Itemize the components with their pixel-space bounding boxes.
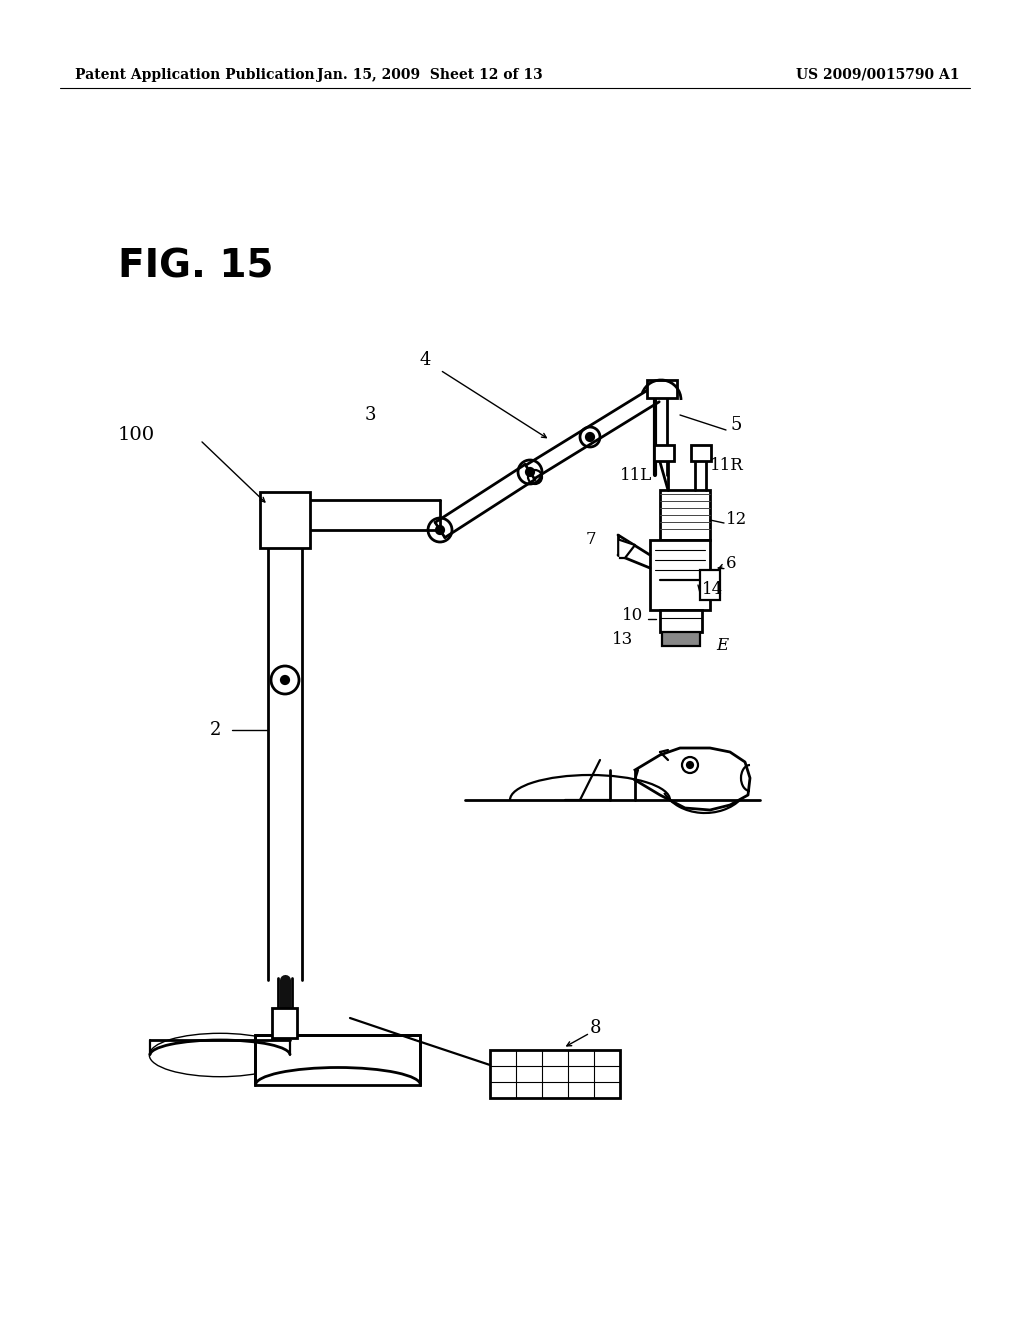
Bar <box>660 610 702 632</box>
Bar <box>255 1035 420 1085</box>
Text: 12: 12 <box>726 511 748 528</box>
Text: Patent Application Publication: Patent Application Publication <box>75 69 314 82</box>
Text: 8: 8 <box>590 1019 601 1038</box>
Ellipse shape <box>150 1034 290 1076</box>
Text: 6: 6 <box>726 554 736 572</box>
Text: 4: 4 <box>420 351 431 370</box>
Polygon shape <box>620 540 635 558</box>
Text: 7: 7 <box>586 532 597 549</box>
Text: 14: 14 <box>702 582 723 598</box>
Text: US 2009/0015790 A1: US 2009/0015790 A1 <box>797 69 961 82</box>
Text: 5: 5 <box>730 416 741 434</box>
Circle shape <box>281 676 289 684</box>
Bar <box>650 540 710 610</box>
Text: 100: 100 <box>118 426 155 444</box>
Circle shape <box>586 433 594 441</box>
Text: FIG. 15: FIG. 15 <box>118 248 273 286</box>
Bar <box>647 380 677 399</box>
Bar <box>660 490 710 540</box>
Bar <box>490 1049 620 1098</box>
Text: 3: 3 <box>365 407 377 424</box>
Text: 11L: 11L <box>620 466 652 483</box>
Bar <box>260 492 310 548</box>
Text: 11R: 11R <box>710 457 743 474</box>
Text: 13: 13 <box>612 631 633 648</box>
Bar <box>272 1008 297 1038</box>
Bar <box>700 570 720 601</box>
Text: 2: 2 <box>210 721 221 739</box>
Bar <box>662 632 700 645</box>
Circle shape <box>687 762 693 768</box>
Circle shape <box>526 469 534 477</box>
Text: Jan. 15, 2009  Sheet 12 of 13: Jan. 15, 2009 Sheet 12 of 13 <box>317 69 543 82</box>
Bar <box>654 445 674 461</box>
Text: 10: 10 <box>622 606 643 623</box>
Bar <box>691 445 711 461</box>
Text: E: E <box>716 636 728 653</box>
Circle shape <box>436 525 444 535</box>
